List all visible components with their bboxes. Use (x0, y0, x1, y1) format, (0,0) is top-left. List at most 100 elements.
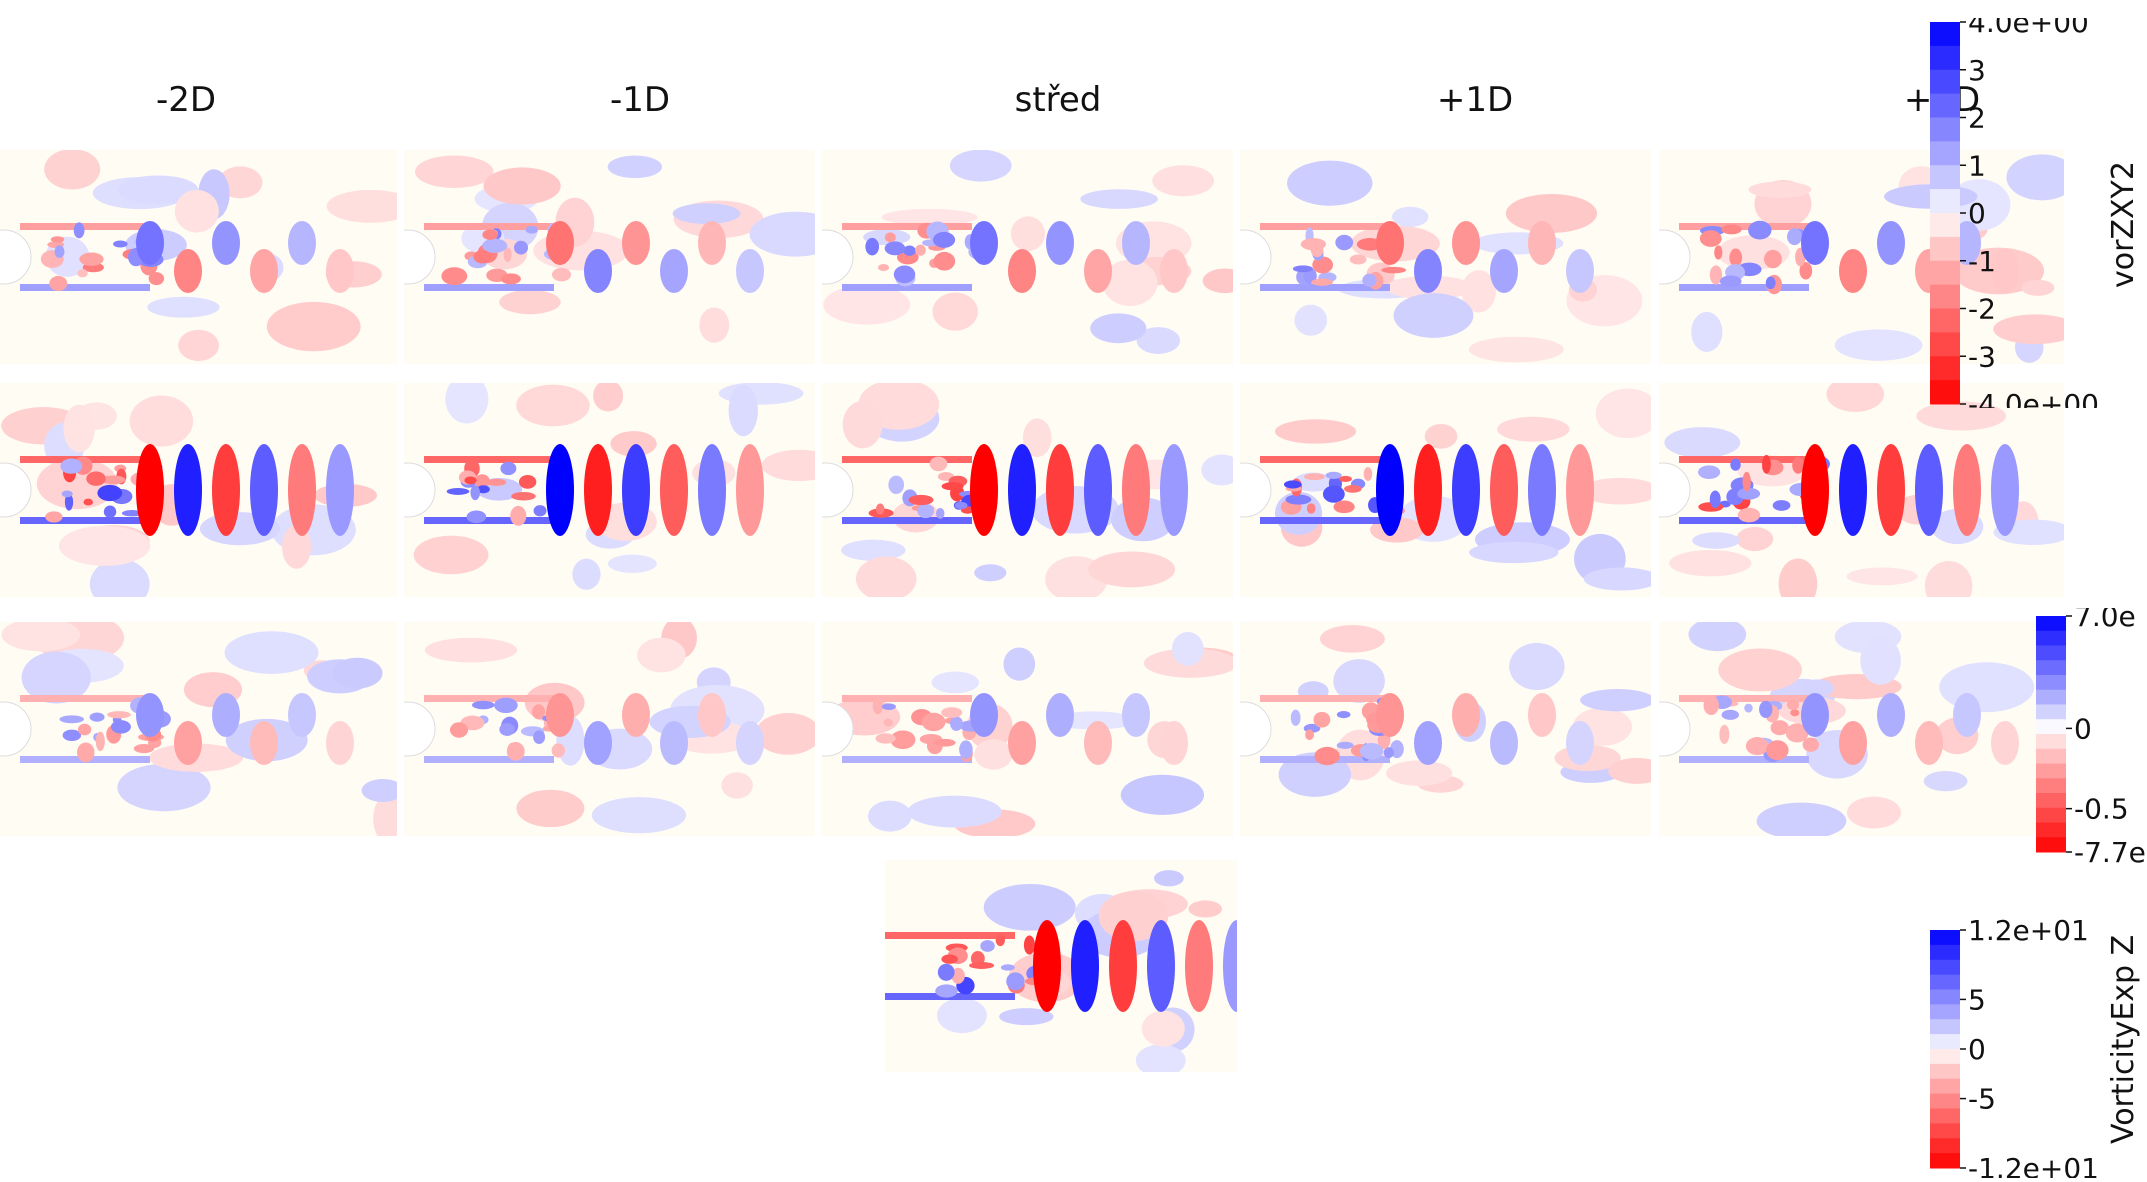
vorticity-patch (1509, 642, 1565, 691)
near-wake-vortex (49, 275, 68, 292)
colorbar-swatch (2036, 807, 2066, 823)
vorticity-patch (637, 637, 686, 673)
near-wake-vortex (941, 954, 958, 964)
colorbar-swatch (2036, 704, 2066, 720)
vorticity-patch (1847, 796, 1901, 829)
near-wake-vortex (865, 237, 880, 256)
near-wake-vortex (503, 247, 512, 263)
near-wake-vortex (872, 697, 883, 715)
cylinder (1659, 701, 1691, 757)
near-wake-vortex (441, 267, 468, 286)
vortex-street-band (1452, 444, 1480, 536)
vorticity-patch (1, 622, 81, 652)
colorbar-swatch (2036, 748, 2066, 764)
vorticity-patch (414, 155, 494, 188)
vorticity-patch (281, 524, 312, 569)
vorticity-patch (21, 651, 91, 704)
vorticity-panel-r2-c3 (822, 383, 1233, 597)
vortex-street-band (736, 249, 764, 293)
near-wake-vortex (1306, 503, 1316, 514)
shear-layer-upper (885, 932, 1015, 939)
near-wake-vortex (1737, 507, 1761, 523)
colorbar-row3: 7.0e 0 -0.5 -7.7e (2036, 600, 2147, 869)
vortex-street-band (1452, 693, 1480, 737)
colorbar-tick-label: 2 (1968, 102, 1986, 135)
vortex-street-band (1839, 249, 1867, 293)
colorbar-swatch (2036, 630, 2066, 646)
near-wake-vortex (1312, 256, 1334, 274)
colorbar-swatch (1930, 1153, 1960, 1169)
vorticity-patch (1287, 160, 1373, 206)
vorticity-patch (1141, 1010, 1185, 1047)
near-wake-vortex (1023, 935, 1035, 955)
vortex-street-band (250, 721, 278, 765)
colorbar-swatch (2036, 793, 2066, 809)
near-wake-vortex (518, 474, 537, 489)
vortex-street-band (1376, 444, 1404, 536)
shear-layer-lower (1679, 756, 1809, 763)
colorbar-swatch (1930, 308, 1960, 333)
colorbar-swatch (1930, 165, 1960, 190)
near-wake-vortex (113, 240, 128, 248)
near-wake-vortex (1765, 276, 1776, 290)
colorbar-tick-label: -5 (1968, 1083, 1996, 1116)
near-wake-vortex (1381, 266, 1407, 274)
vortex-street-band (1915, 444, 1943, 536)
near-wake-vortex (62, 729, 82, 741)
vorticity-field (822, 383, 1233, 597)
vorticity-patch (1505, 193, 1598, 233)
vorticity-patch (593, 383, 624, 412)
near-wake-vortex (449, 722, 469, 738)
vorticity-field (1240, 388, 1651, 591)
vortex-street-band (1566, 444, 1594, 536)
vorticity-patch (413, 535, 489, 575)
near-wake-vortex (464, 476, 477, 485)
near-wake-vortex (1285, 494, 1312, 505)
near-wake-vortex (921, 712, 946, 732)
vorticity-patch (1201, 454, 1233, 486)
vorticity-patch (607, 554, 657, 573)
vortex-street-band (1414, 721, 1442, 765)
vorticity-patch (1939, 662, 2035, 713)
vortex-street-band (584, 249, 612, 293)
colorbar-tick-label: -2 (1968, 293, 1996, 326)
vortex-street-band (698, 221, 726, 265)
vorticity-panel-r3-c2 (404, 622, 815, 836)
vortex-street-band (1566, 721, 1594, 765)
near-wake-vortex (934, 738, 956, 747)
near-wake-vortex (533, 505, 547, 517)
colorbar-swatch (1930, 22, 1960, 47)
near-wake-vortex (511, 491, 536, 501)
near-wake-vortex (1770, 720, 1789, 736)
vortex-street-band (1991, 721, 2019, 765)
vorticity-patch (1153, 870, 1184, 887)
vorticity-patch (1320, 625, 1385, 653)
vortex-street-band (1185, 920, 1213, 1012)
vortex-street-band (1877, 444, 1905, 536)
vortex-street-band (1008, 721, 1036, 765)
near-wake-vortex (482, 229, 498, 240)
vortex-street-band (660, 721, 688, 765)
vorticity-patch (1294, 304, 1328, 336)
vorticity-patch (1333, 659, 1385, 703)
near-wake-vortex (97, 484, 123, 502)
vorticity-panel-r3-c1 (0, 622, 397, 836)
near-wake-vortex (499, 722, 515, 736)
near-wake-vortex (473, 250, 492, 264)
vorticity-patch (178, 329, 220, 361)
shear-layer-upper (424, 456, 554, 463)
colorbar-swatch (1930, 141, 1960, 166)
vorticity-patch (907, 795, 1002, 828)
vortex-street-band (1084, 249, 1112, 293)
near-wake-vortex (903, 245, 916, 256)
colorbar-vorticityexpz-scale: 1.2e+01 5 0 -5 -1.2e+01 (1930, 914, 2099, 1182)
vorticity-patch (999, 1008, 1054, 1026)
vortex-street-band (1160, 249, 1188, 293)
shear-layer-upper (20, 695, 150, 702)
vorticity-panel-r1-c1 (0, 150, 397, 364)
colorbar-swatch (1930, 189, 1960, 214)
vorticity-patch (1736, 526, 1774, 552)
near-wake-vortex (915, 244, 926, 256)
near-wake-vortex (133, 743, 155, 754)
vorticity-patch (1580, 688, 1651, 712)
